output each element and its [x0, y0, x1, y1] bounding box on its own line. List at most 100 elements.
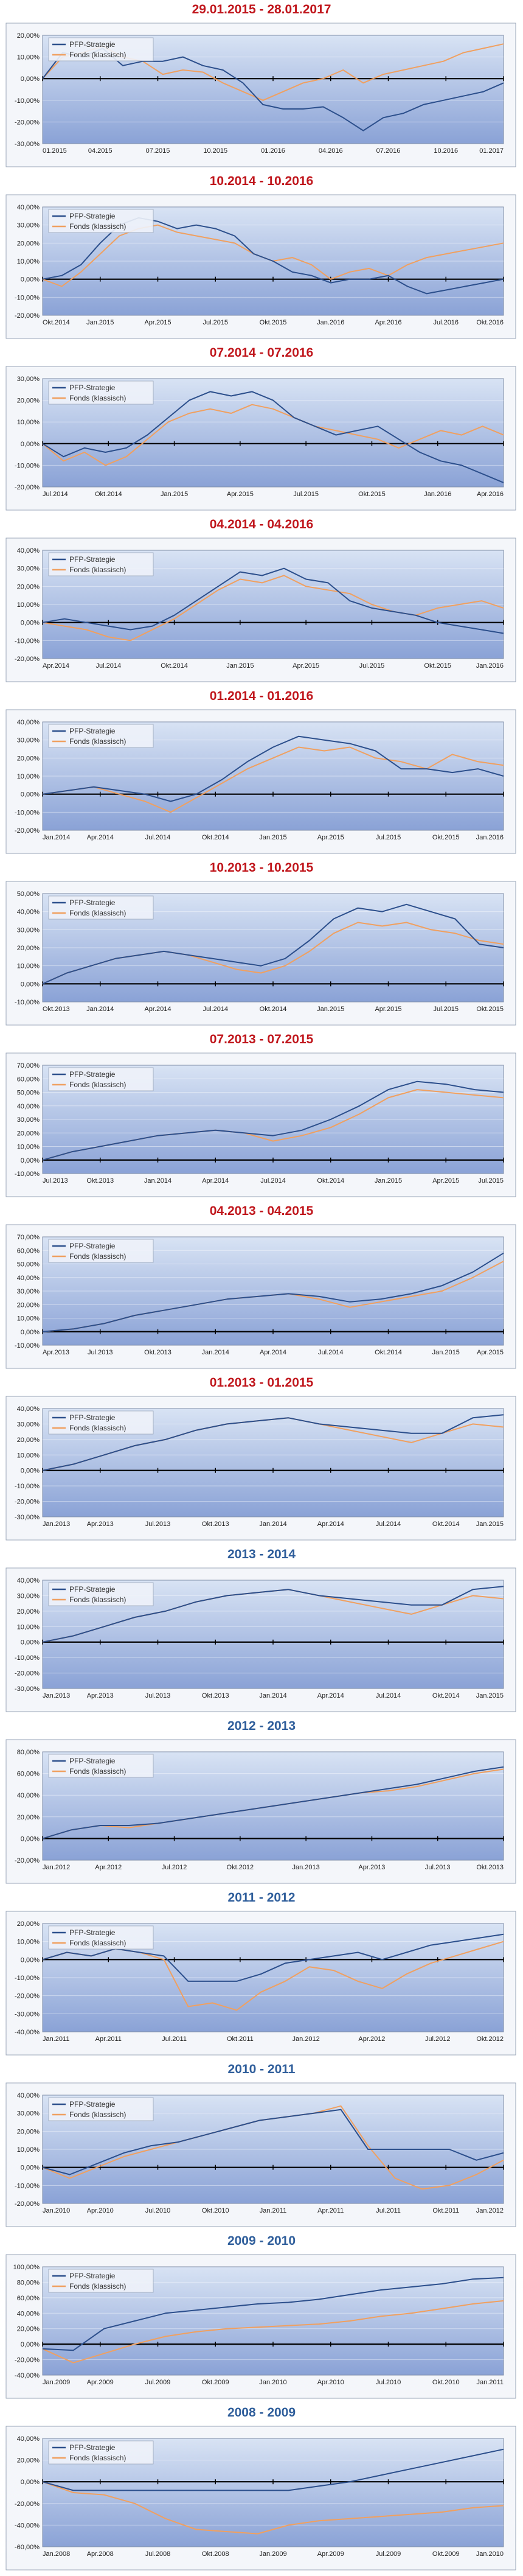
x-tick-label: Okt.2009	[432, 2550, 460, 2558]
x-tick-label: Okt.2015	[424, 662, 451, 670]
legend-label-pfp: PFP-Strategie	[69, 1413, 116, 1422]
x-tick-label: Okt.2012	[227, 1864, 254, 1871]
y-tick-label: -10,00%	[15, 462, 40, 469]
x-tick-label: Apr.2014	[43, 662, 69, 670]
y-tick-label: 10,00%	[17, 1939, 40, 1946]
y-tick-label: -30,00%	[15, 1514, 40, 1521]
chart-panel: 2010 - 2011 40,00% 30,00% 20,00% 10,00% 0,00%…	[0, 2060, 523, 2231]
y-tick-label: 10,00%	[17, 1315, 40, 1323]
y-tick-label: -20,00%	[15, 1857, 40, 1864]
x-tick-label: Okt.2015	[358, 491, 386, 498]
legend-label-fonds: Fonds (klassisch)	[69, 1595, 126, 1604]
y-tick-label: -20,00%	[15, 2501, 40, 2508]
x-tick-label: Okt.2010	[202, 2207, 229, 2214]
y-tick-label: 80,00%	[17, 2279, 40, 2286]
series-line-fonds	[42, 404, 504, 466]
y-tick-label: -10,00%	[15, 1171, 40, 1178]
x-tick-label: Jan.2013	[43, 1692, 70, 1699]
chart-svg: 20,00%10,00%0,00%-10,00%-20,00%-30,00%01…	[5, 23, 516, 167]
y-tick-label: -40,00%	[15, 2029, 40, 2036]
chart-panel: 07.2014 - 07.2016 30,00% 20,00% 10,00% 0,00%…	[0, 343, 523, 515]
x-tick-label: Jul.2016	[433, 319, 459, 326]
x-tick-label: Jul.2008	[145, 2550, 171, 2558]
legend-label-fonds: Fonds (klassisch)	[69, 1080, 126, 1089]
legend-box	[48, 552, 154, 576]
x-tick-label: Jan.2012	[43, 1864, 70, 1871]
y-tick-label: 60,00%	[17, 1771, 40, 1778]
series-line-pfp	[42, 391, 504, 483]
legend-box	[48, 1410, 154, 1435]
y-tick-label: 30,00%	[17, 1288, 40, 1295]
y-tick-label: 0,00%	[21, 1835, 40, 1843]
x-tick-label: Jul.2013	[425, 1864, 451, 1871]
x-tick-label: Apr.2013	[358, 1864, 385, 1871]
legend-box	[48, 1067, 154, 1091]
x-tick-label: Okt.2015	[260, 319, 287, 326]
x-tick-label: Jan.2016	[424, 491, 451, 498]
x-tick-label: Jul.2009	[376, 2550, 401, 2558]
x-tick-label: Jan.2015	[161, 491, 188, 498]
y-tick-label: 0,00%	[21, 2165, 40, 2172]
x-tick-label: Okt.2008	[202, 2550, 229, 2558]
chart-title: 2013 - 2014	[227, 1547, 296, 1561]
legend-box	[48, 2440, 154, 2465]
legend-box	[48, 724, 154, 748]
chart-svg: 80,00%60,00%40,00%20,00%0,00%-20,00%Jan.…	[5, 1739, 516, 1884]
y-tick-label: -30,00%	[15, 141, 40, 148]
chart-svg: 50,00% 40,00% 30,00% 20,00% 10,00% 0,00% -10,0…	[5, 881, 516, 1026]
legend-box	[48, 895, 154, 920]
chart-svg: 40,00%20,00%0,00%-20,00%-40,00%-60,00%Ja…	[5, 2426, 516, 2571]
legend-box	[48, 209, 154, 233]
x-tick-label: Jan.2015	[476, 1692, 504, 1699]
x-tick-label: Jul.2015	[478, 1177, 504, 1185]
x-tick-label: Jan.2016	[317, 319, 344, 326]
x-tick-label: 07.2016	[376, 147, 401, 155]
chart-title: 2012 - 2013	[227, 1719, 296, 1733]
x-tick-label: Okt.2009	[202, 2379, 229, 2386]
chart-panel: 2012 - 2013 80,00% 60,00% 40,00% 20,00% 0,00%…	[0, 1717, 523, 1888]
legend: PFP-Strategie Fonds (klassisch)	[48, 1239, 154, 1263]
y-tick-label: 30,00%	[17, 1592, 40, 1600]
y-tick-label: 0,00%	[21, 1468, 40, 1475]
y-tick-label: -20,00%	[15, 827, 40, 835]
x-tick-label: Jan.2015	[226, 662, 254, 670]
chart-panel: 29.01.2015 - 28.01.2017 20,00% 10,00% 0,00%…	[0, 0, 523, 172]
legend-label-fonds: Fonds (klassisch)	[69, 1767, 126, 1776]
legend-box	[48, 1754, 154, 1778]
series-line-pfp	[42, 1766, 504, 1839]
y-tick-label: 20,00%	[17, 2128, 40, 2135]
legend: PFP-Strategie Fonds (klassisch)	[48, 1410, 154, 1435]
legend-label-pfp: PFP-Strategie	[69, 2443, 116, 2452]
x-tick-label: Jan.2014	[259, 1521, 286, 1528]
legend-label-pfp: PFP-Strategie	[69, 2100, 116, 2109]
chart-title: 29.01.2015 - 28.01.2017	[192, 2, 331, 16]
x-tick-label: Jan.2009	[259, 2550, 286, 2558]
x-tick-label: 10.2015	[203, 147, 227, 155]
x-tick-label: Jan.2011	[477, 2379, 504, 2386]
x-tick-label: Jul.2013	[145, 1521, 171, 1528]
y-tick-label: 0,00%	[21, 2341, 40, 2348]
x-tick-label: Okt.2014	[202, 834, 229, 841]
series-line-fonds	[42, 2481, 504, 2535]
y-tick-label: -10,00%	[15, 1975, 40, 1982]
legend: PFP-Strategie Fonds (klassisch)	[48, 1925, 154, 1950]
x-tick-label: Apr.2016	[477, 491, 504, 498]
legend-label-pfp: PFP-Strategie	[69, 2272, 116, 2280]
x-tick-label: 10.2016	[434, 147, 458, 155]
y-tick-label: 20,00%	[17, 755, 40, 762]
x-tick-label: 01.2015	[43, 147, 67, 155]
x-tick-label: Jan.2010	[43, 2207, 70, 2214]
chart-title: 01.2013 - 01.2015	[209, 1376, 314, 1390]
legend-label-pfp: PFP-Strategie	[69, 898, 116, 907]
x-tick-label: Okt.2015	[432, 834, 460, 841]
x-tick-label: Jan.2015	[317, 1006, 344, 1013]
legend-label-pfp: PFP-Strategie	[69, 1070, 116, 1079]
y-tick-label: 0,00%	[21, 1157, 40, 1164]
series-line-pfp	[42, 903, 504, 985]
legend-box	[48, 1582, 154, 1606]
y-tick-label: -10,00%	[15, 1342, 40, 1349]
x-tick-label: Jan.2015	[476, 1521, 504, 1528]
x-tick-label: Apr.2015	[477, 1349, 504, 1356]
series-line-pfp	[42, 1414, 504, 1471]
x-tick-label: Okt.2016	[476, 319, 504, 326]
